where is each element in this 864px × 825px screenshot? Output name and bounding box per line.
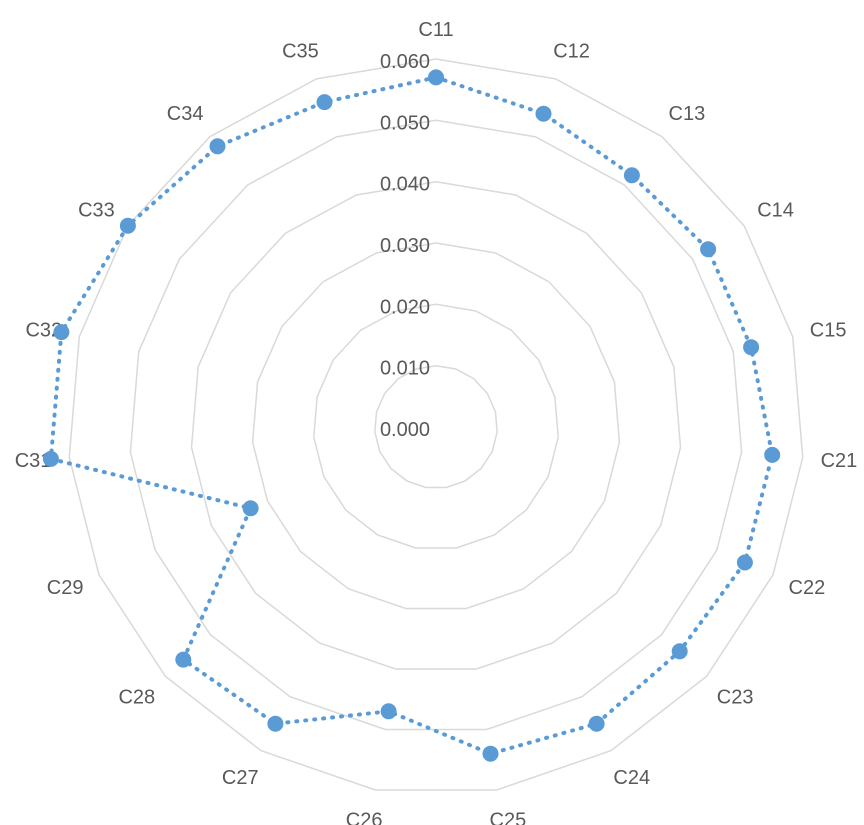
data-point-c34 bbox=[209, 138, 226, 155]
grid-ring bbox=[251, 242, 621, 610]
radial-tick-label: 0.010 bbox=[380, 358, 430, 380]
category-label: C25 bbox=[490, 810, 527, 825]
grid-ring bbox=[129, 119, 743, 731]
data-point-c25 bbox=[482, 745, 499, 762]
data-point-c23 bbox=[671, 643, 688, 660]
category-labels: C11 C12 C13 C14 C15 C21 C22 C23 C24 C25 C26 C27 C28 C… bbox=[15, 19, 858, 825]
data-point-c11 bbox=[428, 69, 444, 86]
radial-tick-label: 0.000 bbox=[380, 419, 430, 441]
data-point-c12 bbox=[535, 105, 552, 122]
data-point-c35 bbox=[316, 94, 333, 111]
category-label: C23 bbox=[717, 687, 754, 709]
data-point-c33 bbox=[119, 217, 136, 234]
data-point-c24 bbox=[588, 715, 605, 732]
data-point-c29 bbox=[242, 500, 259, 517]
data-point-c27 bbox=[267, 715, 284, 732]
series-markers bbox=[42, 69, 781, 762]
data-point-c28 bbox=[175, 651, 192, 668]
data-point-c31 bbox=[42, 450, 59, 467]
data-point-c14 bbox=[700, 241, 717, 258]
radial-tick-label: 0.030 bbox=[380, 235, 430, 257]
data-point-c22 bbox=[736, 554, 753, 571]
category-label: C29 bbox=[47, 577, 84, 599]
category-label: C22 bbox=[789, 577, 826, 599]
category-label: C35 bbox=[282, 41, 319, 63]
category-label: C24 bbox=[613, 767, 650, 789]
radial-tick-label: 0.020 bbox=[380, 296, 430, 318]
grid-ring bbox=[313, 303, 559, 549]
category-label: C21 bbox=[821, 450, 858, 472]
grid-ring bbox=[374, 364, 498, 489]
category-label: C27 bbox=[222, 767, 259, 789]
category-label: C11 bbox=[418, 19, 453, 41]
radial-tick-label: 0.050 bbox=[380, 112, 430, 134]
category-label: C32 bbox=[25, 319, 62, 341]
category-label: C13 bbox=[669, 103, 706, 125]
category-label: C14 bbox=[757, 199, 794, 221]
grid-ring bbox=[190, 180, 682, 670]
radial-tick-labels: 0.000 0.010 0.020 0.030 0.040 0.050 0.060 bbox=[380, 51, 430, 441]
radial-tick-label: 0.040 bbox=[380, 174, 430, 196]
category-label: C34 bbox=[167, 103, 204, 125]
grid-ring bbox=[68, 58, 804, 791]
data-point-c15 bbox=[743, 339, 760, 356]
radial-tick-label: 0.060 bbox=[380, 51, 430, 73]
grid-rings bbox=[68, 58, 804, 791]
series-line bbox=[48, 75, 775, 756]
data-point-c26 bbox=[380, 703, 397, 720]
category-label: C12 bbox=[553, 41, 590, 63]
category-label: C31 bbox=[15, 450, 52, 472]
category-label: C26 bbox=[346, 810, 383, 825]
category-label: C33 bbox=[78, 199, 115, 221]
category-label: C28 bbox=[118, 687, 155, 709]
data-point-c13 bbox=[623, 167, 640, 184]
data-point-c21 bbox=[764, 446, 781, 463]
data-point-c32 bbox=[53, 324, 70, 341]
category-label: C15 bbox=[810, 319, 847, 341]
